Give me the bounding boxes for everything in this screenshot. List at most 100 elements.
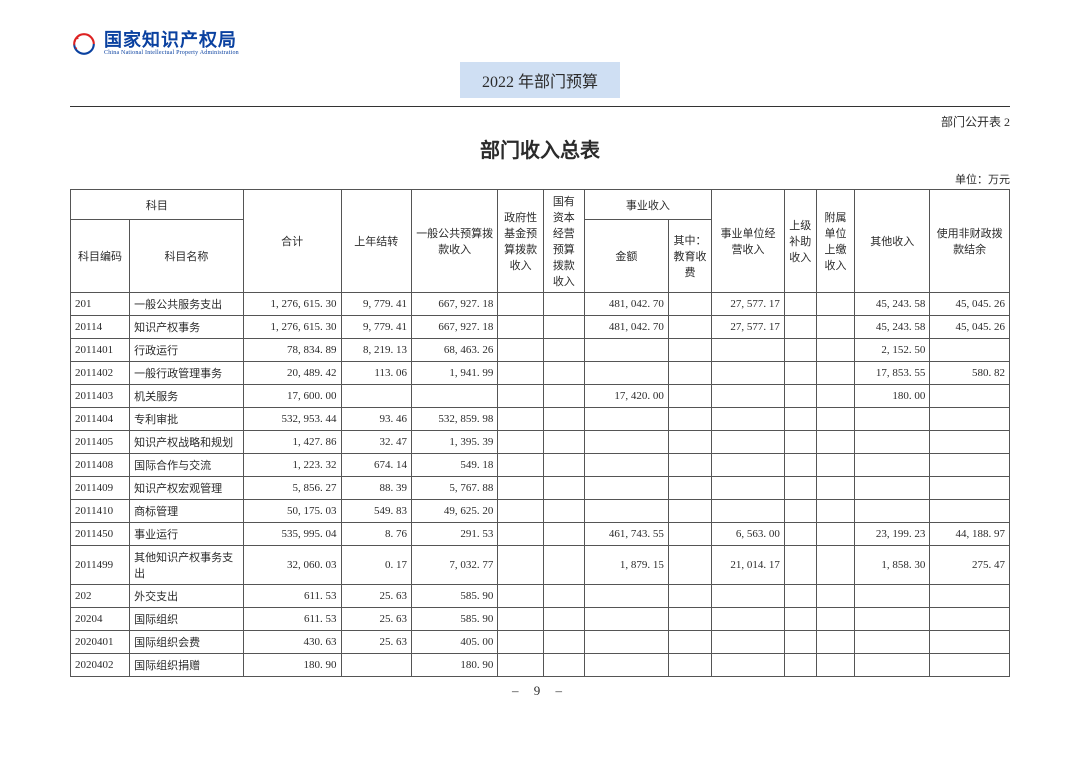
cell-gov_fund (498, 454, 543, 477)
cell-upper_sub (784, 339, 816, 362)
cell-soe_cap (543, 293, 584, 316)
cnipa-logo-icon (70, 30, 98, 58)
col-subord: 附属单位上缴收入 (816, 190, 855, 293)
cell-code: 2011403 (71, 385, 130, 408)
cell-biz_amount (584, 477, 668, 500)
cell-gov_fund (498, 654, 543, 677)
cell-prev: 25. 63 (341, 608, 411, 631)
cell-biz_edu (668, 362, 711, 385)
cell-other (855, 631, 930, 654)
cell-total: 1, 276, 615. 30 (243, 293, 341, 316)
col-other: 其他收入 (855, 190, 930, 293)
cell-unit_op (712, 608, 785, 631)
cell-nonfiscal (930, 477, 1010, 500)
cell-pub_rev: 532, 859. 98 (412, 408, 498, 431)
cell-other (855, 500, 930, 523)
cell-code: 2011408 (71, 454, 130, 477)
cell-other: 45, 243. 58 (855, 293, 930, 316)
cell-unit_op (712, 500, 785, 523)
logo-en-text: China National Intellectual Property Adm… (104, 50, 239, 56)
cell-unit_op (712, 585, 785, 608)
logo-cn-text: 国家知识产权局 (104, 31, 239, 50)
cell-prev: 25. 63 (341, 585, 411, 608)
col-total: 合计 (243, 190, 341, 293)
cell-total: 5, 856. 27 (243, 477, 341, 500)
cell-total: 78, 834. 89 (243, 339, 341, 362)
cell-biz_edu (668, 431, 711, 454)
cell-name: 知识产权事务 (130, 316, 244, 339)
cell-name: 一般行政管理事务 (130, 362, 244, 385)
cell-other (855, 477, 930, 500)
cell-code: 20114 (71, 316, 130, 339)
cell-code: 2020401 (71, 631, 130, 654)
cell-biz_edu (668, 385, 711, 408)
cell-upper_sub (784, 362, 816, 385)
col-subject: 科目 (71, 190, 244, 220)
table-row: 20204国际组织611. 5325. 63585. 90 (71, 608, 1010, 631)
cell-soe_cap (543, 339, 584, 362)
cell-biz_edu (668, 500, 711, 523)
cell-unit_op (712, 454, 785, 477)
cell-biz_amount (584, 654, 668, 677)
cell-total: 32, 060. 03 (243, 546, 341, 585)
cell-prev: 0. 17 (341, 546, 411, 585)
cell-subord (816, 477, 855, 500)
cell-biz_edu (668, 293, 711, 316)
cell-prev (341, 385, 411, 408)
main-title: 部门收入总表 (70, 134, 1010, 163)
cell-prev: 25. 63 (341, 631, 411, 654)
cell-biz_edu (668, 631, 711, 654)
cell-biz_edu (668, 454, 711, 477)
cell-soe_cap (543, 385, 584, 408)
cell-upper_sub (784, 385, 816, 408)
cell-pub_rev: 68, 463. 26 (412, 339, 498, 362)
cell-upper_sub (784, 316, 816, 339)
cell-prev: 8. 76 (341, 523, 411, 546)
cell-soe_cap (543, 654, 584, 677)
cell-biz_amount: 1, 879. 15 (584, 546, 668, 585)
document-page: 国家知识产权局 China National Intellectual Prop… (0, 0, 1080, 719)
table-row: 2011410商标管理50, 175. 03549. 8349, 625. 20 (71, 500, 1010, 523)
cell-gov_fund (498, 500, 543, 523)
cell-name: 知识产权战略和规划 (130, 431, 244, 454)
cell-total: 535, 995. 04 (243, 523, 341, 546)
cell-name: 其他知识产权事务支出 (130, 546, 244, 585)
col-unit-op: 事业单位经营收入 (712, 190, 785, 293)
cell-nonfiscal (930, 408, 1010, 431)
cell-gov_fund (498, 316, 543, 339)
cell-subord (816, 500, 855, 523)
cell-gov_fund (498, 385, 543, 408)
cell-unit_op (712, 477, 785, 500)
cell-upper_sub (784, 454, 816, 477)
cell-gov_fund (498, 585, 543, 608)
table-row: 2011405知识产权战略和规划1, 427. 8632. 471, 395. … (71, 431, 1010, 454)
cell-gov_fund (498, 631, 543, 654)
cell-pub_rev: 405. 00 (412, 631, 498, 654)
cell-pub_rev: 291. 53 (412, 523, 498, 546)
cell-gov_fund (498, 523, 543, 546)
divider (70, 106, 1010, 107)
cell-name: 知识产权宏观管理 (130, 477, 244, 500)
cell-soe_cap (543, 500, 584, 523)
col-biz-income: 事业收入 (584, 190, 711, 220)
cell-code: 2011404 (71, 408, 130, 431)
table-row: 2011450事业运行535, 995. 048. 76291. 53461, … (71, 523, 1010, 546)
cell-biz_amount: 481, 042. 70 (584, 293, 668, 316)
cell-code: 2011409 (71, 477, 130, 500)
cell-biz_amount (584, 431, 668, 454)
cell-unit_op: 21, 014. 17 (712, 546, 785, 585)
cell-upper_sub (784, 585, 816, 608)
cell-name: 国际组织捐赠 (130, 654, 244, 677)
cell-code: 2011450 (71, 523, 130, 546)
cell-pub_rev: 180. 90 (412, 654, 498, 677)
cell-prev: 32. 47 (341, 431, 411, 454)
cell-unit_op (712, 362, 785, 385)
cell-nonfiscal (930, 385, 1010, 408)
cell-soe_cap (543, 316, 584, 339)
cell-soe_cap (543, 546, 584, 585)
cell-nonfiscal: 45, 045. 26 (930, 293, 1010, 316)
cell-other (855, 608, 930, 631)
cell-name: 国际合作与交流 (130, 454, 244, 477)
cell-code: 2011410 (71, 500, 130, 523)
cell-other (855, 431, 930, 454)
